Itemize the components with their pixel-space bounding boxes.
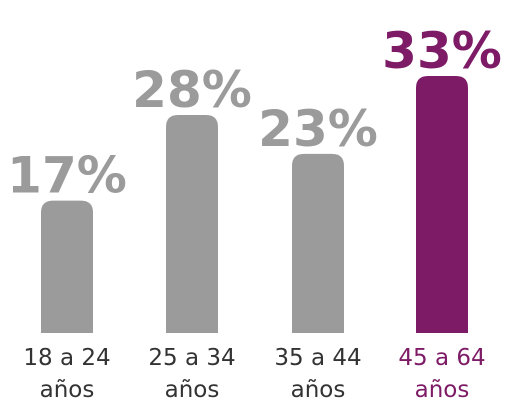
value-label: 17% — [7, 147, 127, 205]
value-label: 33% — [382, 22, 502, 80]
value-label: 23% — [258, 100, 378, 158]
bar — [166, 114, 218, 333]
bar — [292, 153, 344, 333]
category-label: 35 a 44 años — [274, 345, 361, 403]
bar — [416, 76, 468, 333]
bar — [41, 200, 93, 333]
value-label: 28% — [132, 61, 252, 119]
category-label: 18 a 24 años — [23, 345, 110, 403]
category-label: 45 a 64 años — [398, 345, 485, 403]
category-label: 25 a 34 años — [148, 345, 235, 403]
